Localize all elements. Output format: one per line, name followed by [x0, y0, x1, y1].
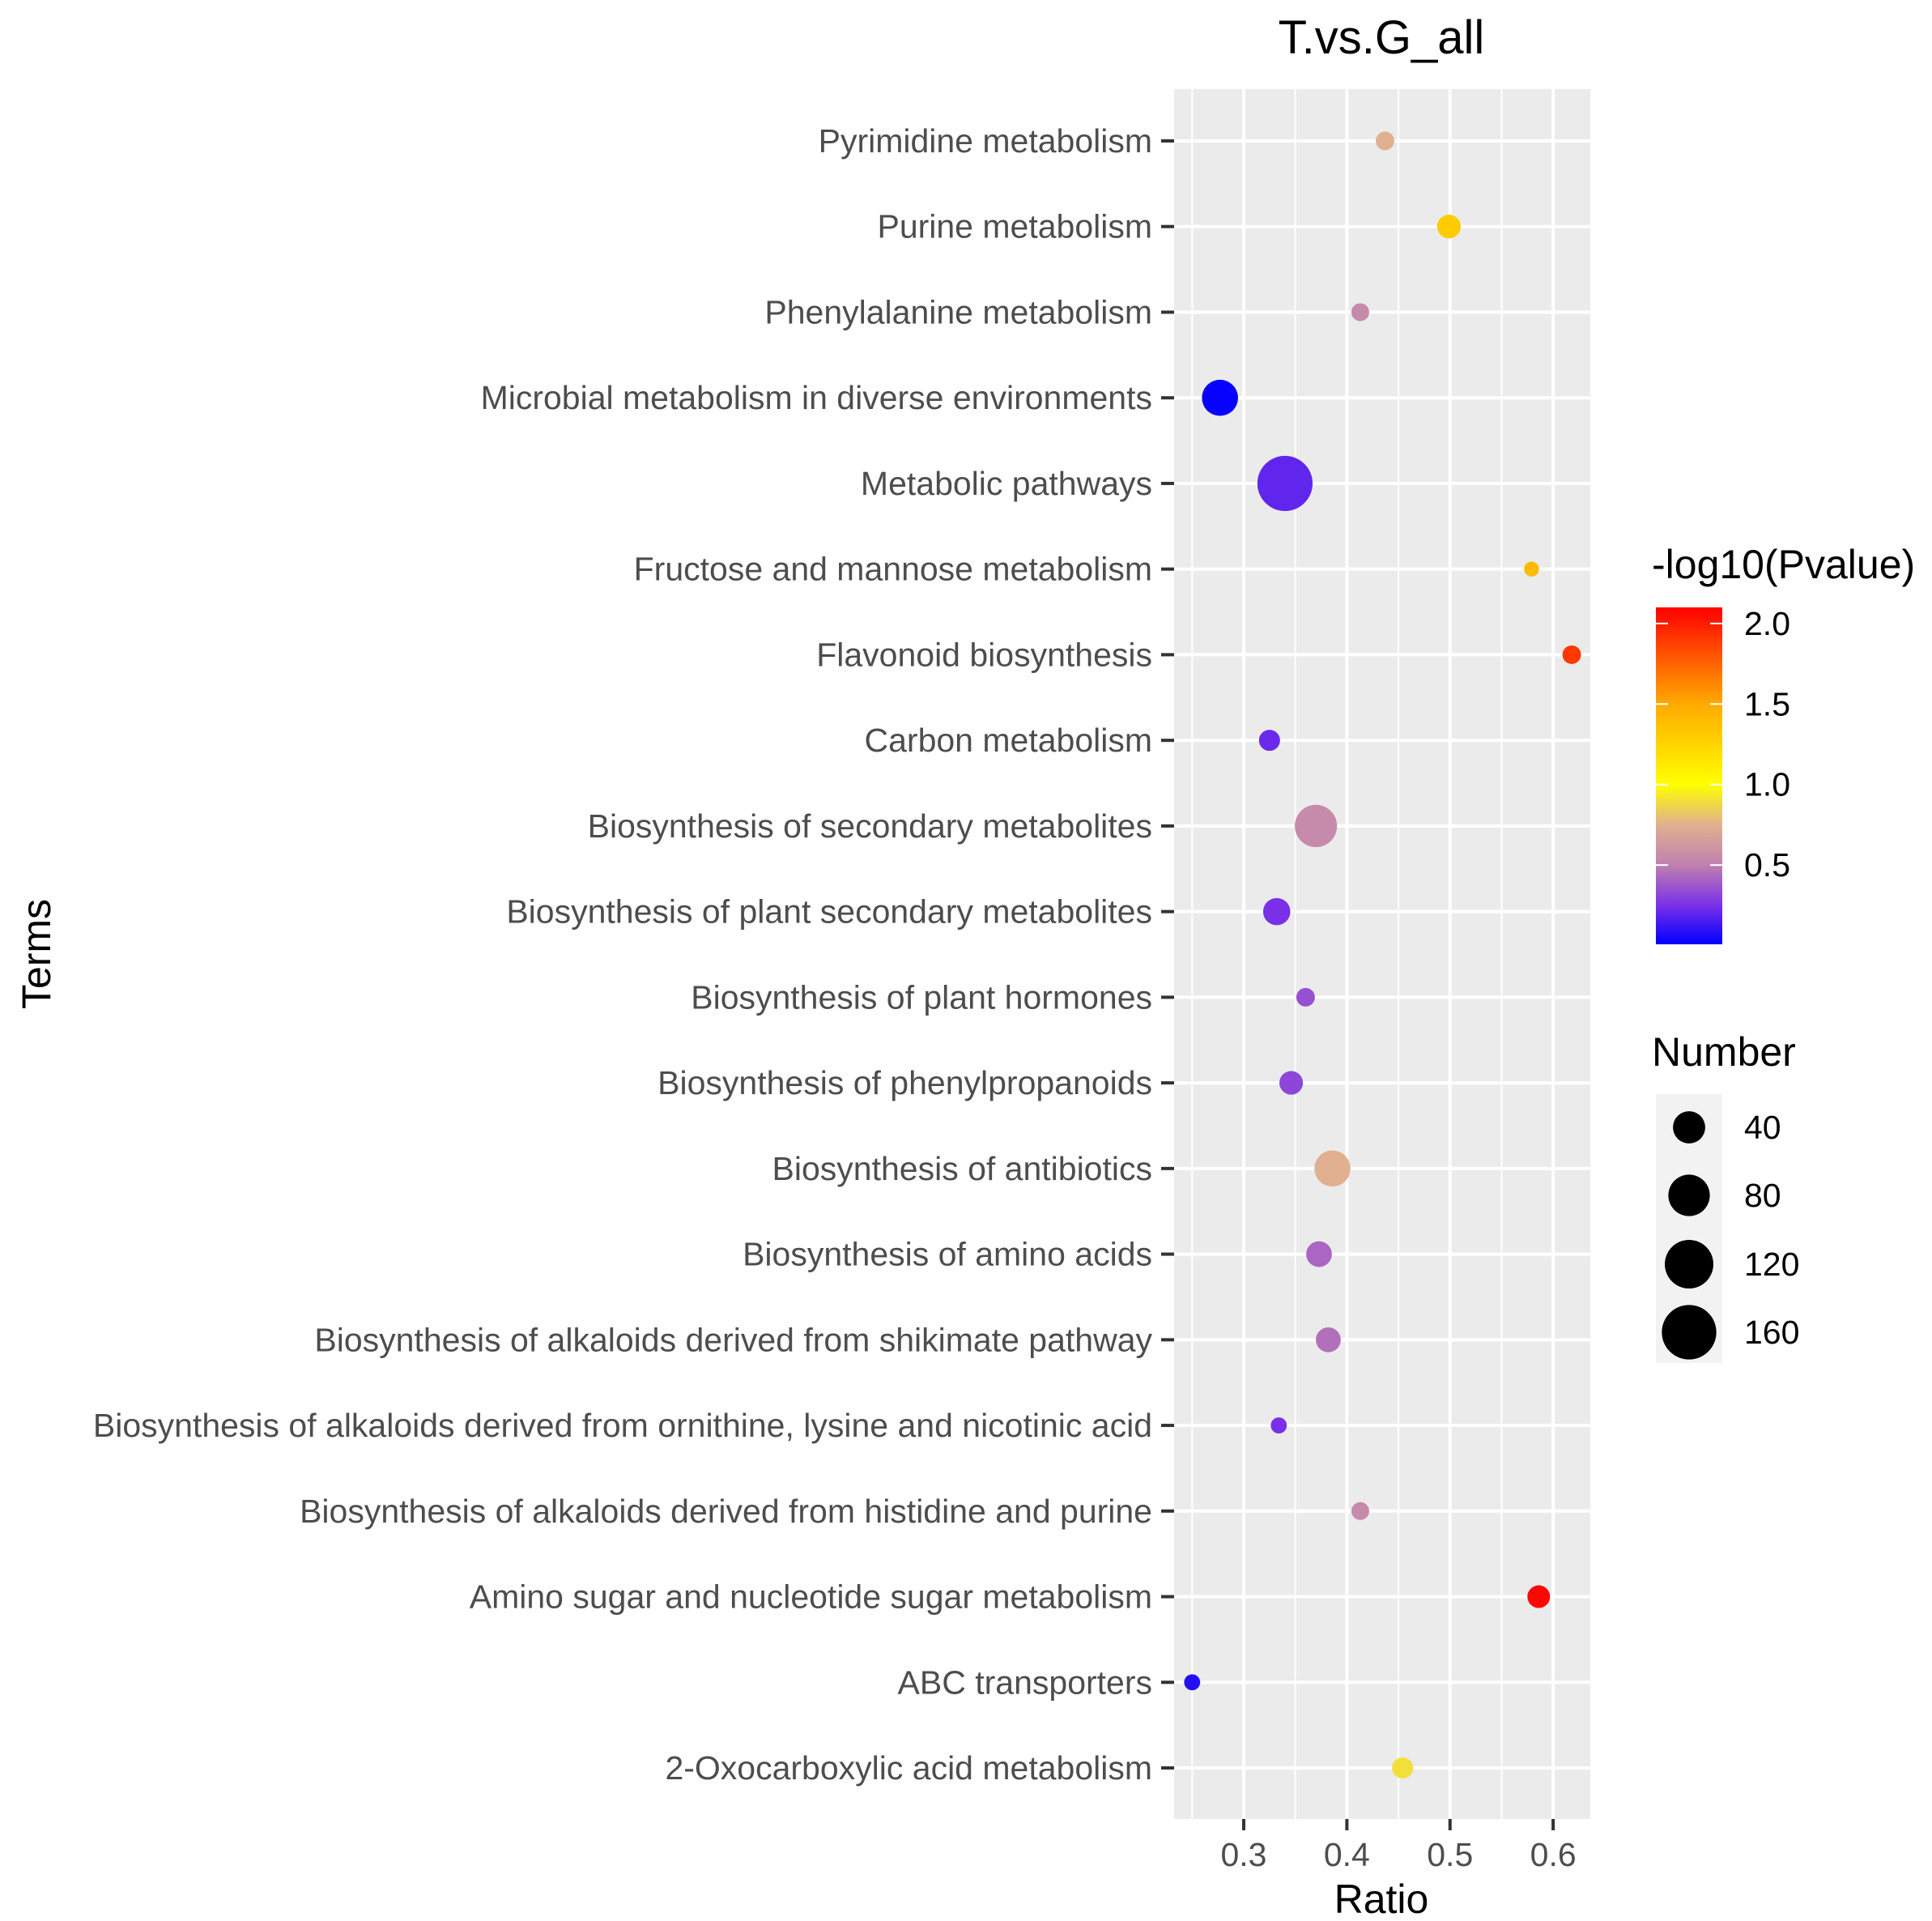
- y-tick-label: Flavonoid biosynthesis: [816, 636, 1152, 673]
- chart-title: T.vs.G_all: [1279, 11, 1485, 64]
- y-axis-title: Terms: [14, 899, 59, 1009]
- size-legend-label: 160: [1744, 1314, 1799, 1351]
- data-point: [1562, 645, 1581, 664]
- size-legend-key: [1673, 1111, 1705, 1144]
- size-legend-label: 80: [1744, 1177, 1781, 1214]
- color-legend: -log10(Pvalue) 0.5 1.0 1.5 2.0: [1652, 542, 1915, 944]
- y-tick-label: Biosynthesis of alkaloids derived from s…: [314, 1321, 1152, 1358]
- y-tick-label: Microbial metabolism in diverse environm…: [481, 379, 1152, 416]
- data-point: [1392, 1757, 1414, 1779]
- data-point: [1295, 804, 1338, 847]
- color-legend-label: 1.0: [1744, 766, 1790, 803]
- data-point: [1258, 730, 1280, 752]
- size-legend-key: [1662, 1305, 1717, 1360]
- panel-background: [1174, 89, 1590, 1819]
- size-legend-label: 40: [1744, 1109, 1781, 1146]
- y-tick-label: 2-Oxocarboxylic acid metabolism: [665, 1749, 1152, 1787]
- size-legend-title: Number: [1652, 1029, 1796, 1075]
- data-point: [1202, 379, 1238, 416]
- data-point: [1184, 1674, 1201, 1691]
- color-legend-label: 2.0: [1744, 605, 1790, 642]
- y-tick-label: Fructose and mannose metabolism: [634, 551, 1152, 588]
- y-tick-label: Phenylalanine metabolism: [764, 293, 1152, 330]
- y-tick-label: Biosynthesis of plant secondary metaboli…: [506, 893, 1152, 931]
- y-tick-label: Biosynthesis of alkaloids derived from h…: [300, 1493, 1152, 1530]
- x-axis-title: Ratio: [1334, 1876, 1429, 1921]
- size-legend-key: [1668, 1174, 1710, 1216]
- x-tick-label: 0.4: [1324, 1836, 1370, 1873]
- x-tick-label: 0.3: [1220, 1836, 1266, 1873]
- data-point: [1351, 303, 1369, 322]
- data-point: [1314, 1150, 1351, 1187]
- color-legend-label: 0.5: [1744, 846, 1790, 884]
- data-point: [1527, 1585, 1551, 1608]
- y-tick-label: Biosynthesis of alkaloids derived from o…: [93, 1407, 1152, 1444]
- color-bar: [1656, 607, 1722, 944]
- data-point: [1262, 897, 1291, 926]
- size-legend-label: 120: [1744, 1246, 1799, 1283]
- data-point: [1436, 215, 1462, 239]
- data-point: [1306, 1241, 1332, 1267]
- data-point: [1296, 987, 1315, 1007]
- y-tick-label: Biosynthesis of plant hormones: [691, 978, 1152, 1016]
- x-axis: 0.3 0.4 0.5 0.6: [1220, 1819, 1577, 1873]
- data-point: [1257, 455, 1313, 512]
- y-tick-label: Metabolic pathways: [861, 465, 1152, 502]
- y-tick-label: Purine metabolism: [877, 208, 1152, 245]
- y-tick-label: Carbon metabolism: [865, 722, 1153, 759]
- x-tick-label: 0.5: [1427, 1836, 1473, 1873]
- data-point: [1279, 1071, 1304, 1095]
- data-point: [1316, 1327, 1341, 1352]
- points-layer: [1184, 131, 1581, 1779]
- y-tick-label: Biosynthesis of secondary metabolites: [588, 807, 1152, 845]
- data-point: [1376, 131, 1394, 151]
- data-point: [1524, 561, 1539, 577]
- size-legend-key: [1665, 1240, 1713, 1288]
- y-axis: Pyrimidine metabolism Purine metabolism Ph…: [93, 122, 1174, 1787]
- color-legend-title: -log10(Pvalue): [1652, 542, 1915, 587]
- data-point: [1270, 1417, 1287, 1433]
- color-legend-label: 1.5: [1744, 685, 1790, 722]
- y-tick-label: Biosynthesis of amino acids: [743, 1236, 1152, 1273]
- y-tick-label: Biosynthesis of phenylpropanoids: [657, 1064, 1152, 1101]
- plot-panel: [1174, 89, 1590, 1819]
- y-tick-label: Pyrimidine metabolism: [819, 122, 1152, 160]
- y-tick-label: Biosynthesis of antibiotics: [772, 1150, 1152, 1187]
- y-tick-label: Amino sugar and nucleotide sugar metabol…: [470, 1578, 1152, 1616]
- x-tick-label: 0.6: [1530, 1836, 1577, 1873]
- y-tick-label: ABC transporters: [898, 1663, 1152, 1701]
- size-legend: Number 40 80 120 160: [1652, 1029, 1799, 1363]
- data-point: [1351, 1501, 1369, 1520]
